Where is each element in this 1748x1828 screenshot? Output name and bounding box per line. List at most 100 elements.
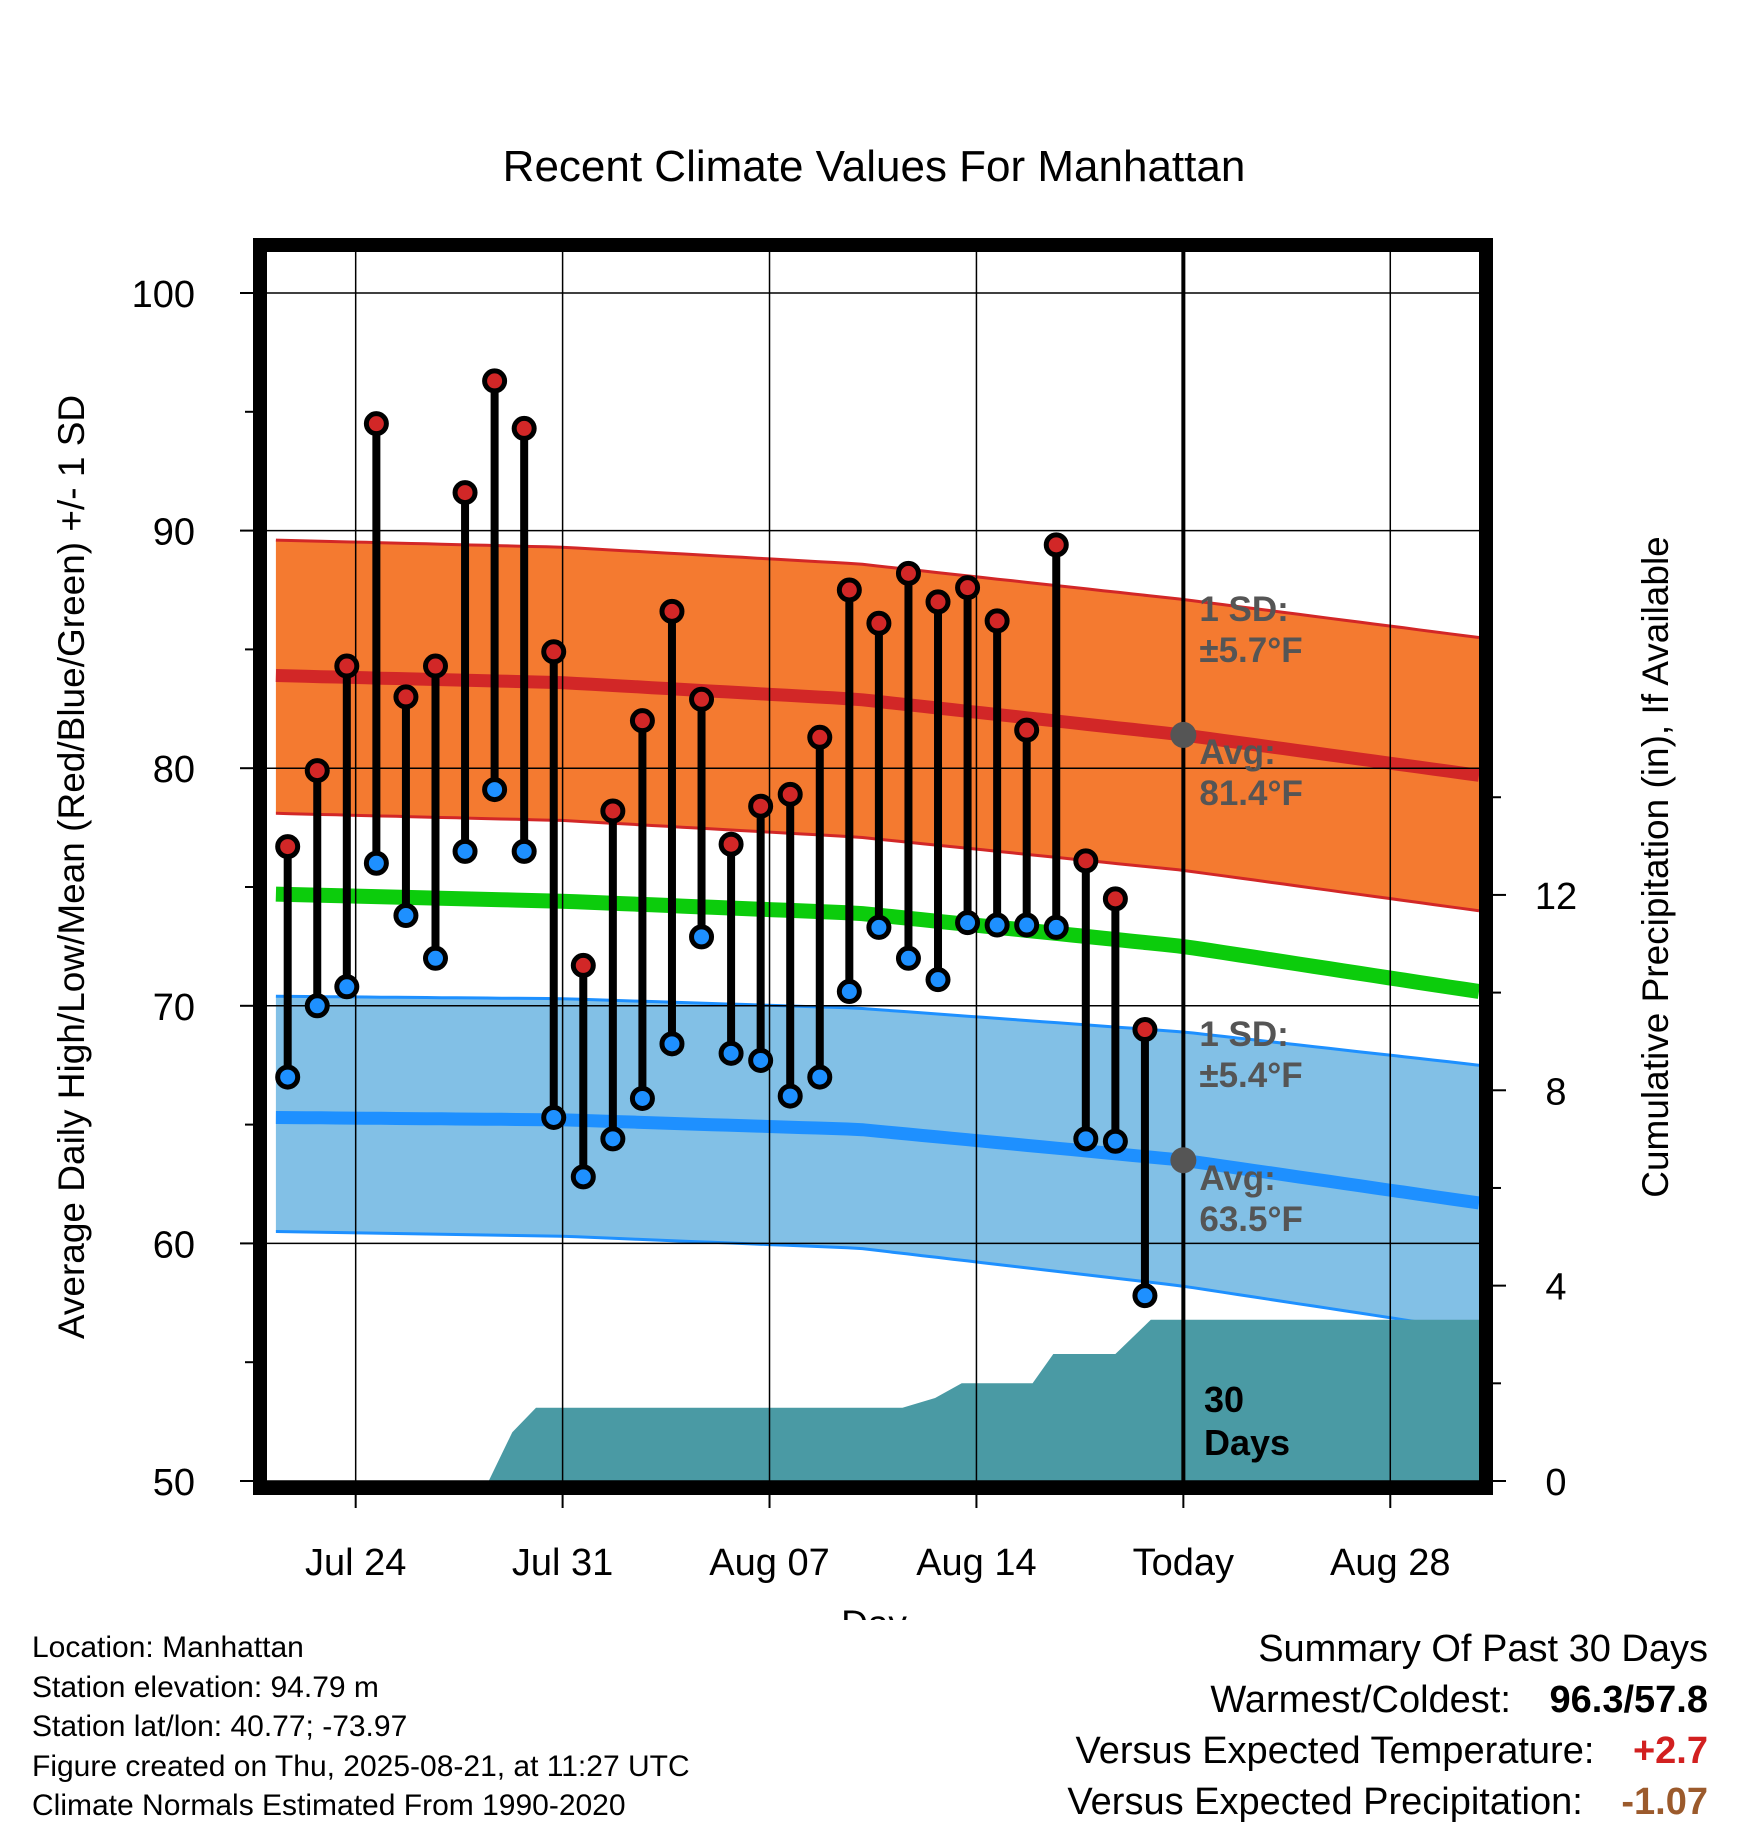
obs-low-point — [895, 945, 921, 971]
obs-low-point — [452, 838, 478, 864]
low-sd-band — [275, 996, 1479, 1332]
obs-low-point — [541, 1104, 567, 1130]
obs-low-point — [600, 1126, 626, 1152]
info-latlon: Station lat/lon: 40.77; -73.97 — [32, 1710, 408, 1743]
normal-low-line — [275, 1111, 1479, 1210]
obs-high-point — [600, 798, 626, 824]
obs-high-point — [452, 480, 478, 506]
info-normals: Climate Normals Estimated From 1990-2020 — [32, 1789, 626, 1822]
today-low-marker — [1170, 1147, 1197, 1174]
x-tick-label: Aug 14 — [916, 1542, 1036, 1584]
x-tick-label: Jul 24 — [305, 1542, 406, 1584]
obs-high-point — [275, 834, 301, 860]
x-tick-label: Jul 31 — [512, 1542, 613, 1584]
y-tick-label: 100 — [132, 274, 195, 316]
y2-axis-title: Cumulative Precipitation (in), If Availa… — [1635, 536, 1676, 1198]
summary-precip: Versus Expected Precipitation: -1.07 — [1067, 1777, 1708, 1828]
low-sd-value: ±5.4°F — [1199, 1056, 1302, 1095]
obs-low-point — [659, 1031, 685, 1057]
obs-low-point — [482, 777, 508, 803]
summary-warm-cold: Warmest/Coldest: 96.3/57.8 — [1067, 1675, 1708, 1726]
obs-low-point — [570, 1164, 596, 1190]
temp-label: Versus Expected Temperature: — [1075, 1730, 1595, 1772]
chart-title: Recent Climate Values For Manhattan — [503, 142, 1246, 191]
warmest-value: 96.3 — [1549, 1679, 1624, 1721]
obs-high-point — [1043, 532, 1069, 558]
precip-label: Versus Expected Precipitation: — [1067, 1781, 1583, 1823]
obs-low-point — [363, 850, 389, 876]
x-tick-label: Today — [1133, 1542, 1234, 1584]
temp-value: +2.7 — [1632, 1730, 1708, 1772]
obs-high-point — [748, 793, 774, 819]
warm-cold-label: Warmest/Coldest: — [1210, 1679, 1511, 1721]
obs-low-point — [1043, 914, 1069, 940]
today-high-marker — [1170, 721, 1197, 748]
obs-low-point — [866, 914, 892, 940]
obs-high-point — [422, 653, 448, 679]
y-tick-label: 50 — [153, 1462, 195, 1504]
obs-low-point — [807, 1064, 833, 1090]
obs-high-point — [689, 686, 715, 712]
y2-tick-label: 8 — [1545, 1071, 1566, 1113]
obs-low-point — [836, 979, 862, 1005]
y-tick-label: 60 — [153, 1224, 195, 1266]
obs-high-point — [511, 415, 537, 441]
obs-high-point — [955, 575, 981, 601]
info-created: Figure created on Thu, 2025-08-21, at 11… — [32, 1749, 690, 1783]
obs-high-point — [807, 724, 833, 750]
low-avg-value: 63.5°F — [1199, 1200, 1303, 1239]
obs-low-point — [1132, 1283, 1158, 1309]
station-info: Location: Manhattan Station elevation: 9… — [32, 1628, 690, 1826]
obs-high-point — [777, 781, 803, 807]
obs-high-point — [659, 598, 685, 624]
obs-low-point — [777, 1083, 803, 1109]
obs-high-point — [1073, 848, 1099, 874]
info-location: Location: Manhattan — [32, 1631, 304, 1664]
precip-value: -1.07 — [1621, 1781, 1708, 1823]
summary-panel: Summary Of Past 30 Days Warmest/Coldest:… — [1067, 1624, 1708, 1828]
obs-high-point — [925, 589, 951, 615]
obs-low-point — [334, 974, 360, 1000]
obs-low-point — [1014, 912, 1040, 938]
obs-high-point — [363, 411, 389, 437]
x-tick-label: Aug 07 — [709, 1542, 829, 1584]
precip-area — [267, 1319, 1479, 1481]
climate-chart: Recent Climate Values For Manhattan 50 60… — [51, 142, 1676, 1620]
x-tick-label: Aug 28 — [1330, 1542, 1450, 1584]
obs-low-point — [925, 967, 951, 993]
obs-low-point — [955, 910, 981, 936]
plot-frame — [253, 238, 1493, 1495]
obs-low-point — [984, 912, 1010, 938]
obs-low-point — [422, 945, 448, 971]
obs-low-point — [748, 1047, 774, 1073]
obs-low-point — [629, 1085, 655, 1111]
low-sd-upper-line — [275, 994, 1479, 1067]
y-axis-title: Average Daily High/Low/Mean (Red/Blue/Gr… — [51, 395, 92, 1339]
obs-high-point — [866, 610, 892, 636]
obs-high-point — [482, 368, 508, 394]
obs-high-point — [393, 684, 419, 710]
obs-low-point — [275, 1064, 301, 1090]
obs-high-point — [1132, 1017, 1158, 1043]
obs-high-point — [570, 952, 596, 978]
obs-high-point — [629, 708, 655, 734]
obs-low-point — [1102, 1128, 1128, 1154]
obs-low-point — [1073, 1126, 1099, 1152]
warm-cold-value: 96.3/57.8 — [1549, 1679, 1709, 1721]
obs-high-point — [718, 831, 744, 857]
low-avg-label: Avg: — [1199, 1159, 1275, 1198]
obs-low-point — [689, 924, 715, 950]
low-sd-label: 1 SD: — [1199, 1015, 1288, 1054]
obs-high-point — [895, 560, 921, 586]
obs-high-point — [1014, 717, 1040, 743]
high-sd-upper-line — [275, 538, 1479, 639]
obs-low-point — [304, 993, 330, 1019]
y-tick-label: 90 — [153, 512, 195, 554]
obs-high-point — [836, 577, 862, 603]
high-avg-value: 81.4°F — [1199, 774, 1303, 813]
summary-heading: Summary Of Past 30 Days — [1258, 1628, 1708, 1670]
obs-low-point — [718, 1040, 744, 1066]
days-unit-label: Days — [1204, 1422, 1290, 1463]
obs-low-point — [393, 903, 419, 929]
obs-high-point — [984, 608, 1010, 634]
